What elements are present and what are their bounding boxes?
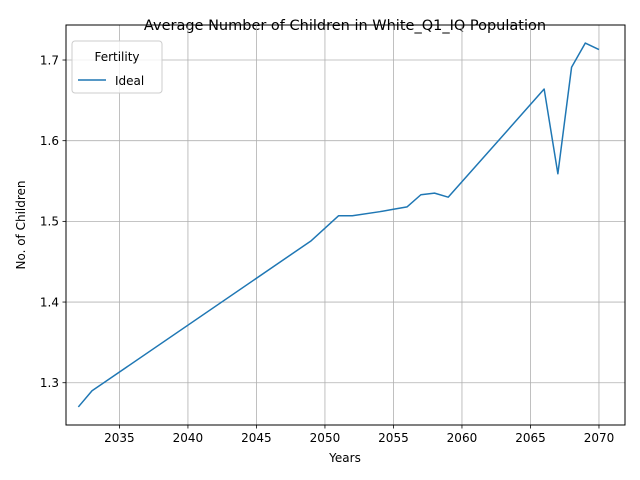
y-tick-label: 1.5 [40,215,59,229]
y-axis-ticks: 1.3 1.4 1.5 1.6 1.7 [40,53,66,390]
x-tick-label: 2060 [447,431,478,445]
x-axis-ticks: 2035 2040 2045 2050 2055 2060 2065 2070 [104,425,614,445]
x-tick-label: 2045 [241,431,272,445]
x-tick-label: 2050 [310,431,341,445]
y-tick-label: 1.6 [40,134,59,148]
x-tick-label: 2035 [104,431,135,445]
y-tick-label: 1.4 [40,295,59,309]
series-line-ideal [77,42,600,408]
y-axis-label: No. of Children [14,180,28,269]
grid-lines [66,25,625,425]
x-axis-label: Years [328,451,361,465]
legend-label-ideal: Ideal [115,74,144,88]
plot-area-frame [65,24,626,426]
y-tick-label: 1.3 [40,376,59,390]
x-tick-label: 2065 [515,431,546,445]
x-tick-label: 2070 [584,431,615,445]
chart-title: Average Number of Children in White_Q1_I… [144,18,546,34]
series-lines [77,42,600,408]
legend: Fertility Ideal [71,40,163,94]
legend-title: Fertility [94,50,139,64]
x-tick-label: 2040 [173,431,204,445]
x-tick-label: 2055 [378,431,409,445]
y-tick-label: 1.7 [40,53,59,67]
